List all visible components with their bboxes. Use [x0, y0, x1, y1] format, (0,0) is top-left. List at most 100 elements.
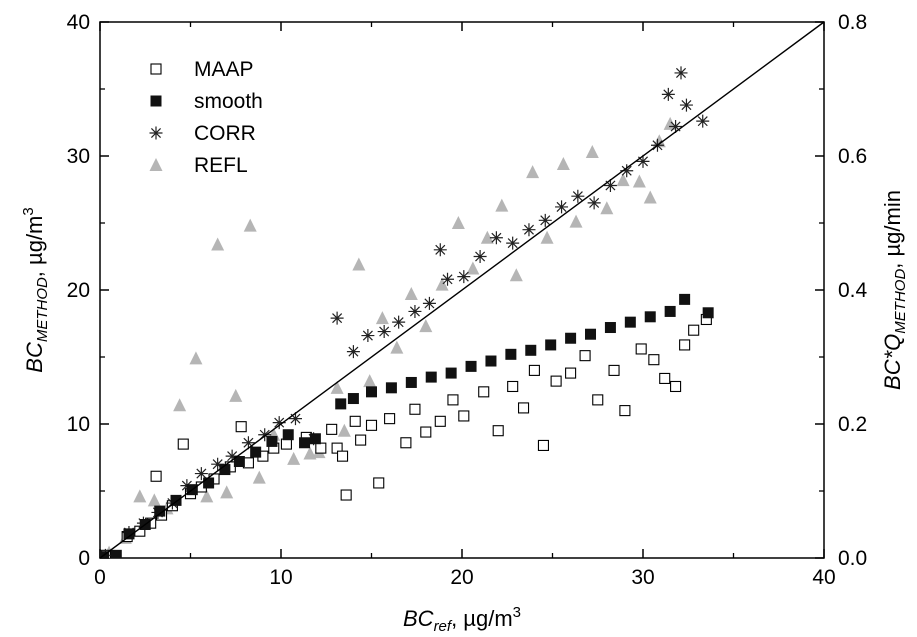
point-maap [340, 489, 352, 501]
point-refl [419, 319, 433, 333]
x-tick-label: 30 [631, 566, 654, 589]
point-maap [336, 450, 349, 462]
point-maap [517, 402, 530, 414]
point-maap [409, 403, 421, 415]
point-smooth [335, 398, 347, 410]
point-maap [688, 324, 700, 336]
x-tick-label: 20 [450, 566, 473, 589]
point-refl [220, 485, 234, 499]
point-maap [434, 415, 446, 427]
axis-ticks [99, 21, 825, 559]
point-corr [661, 87, 675, 101]
point-corr [225, 449, 239, 463]
point-maap [349, 415, 361, 427]
point-corr [288, 412, 302, 426]
point-refl [252, 470, 266, 484]
point-maap [579, 350, 591, 362]
point-corr [620, 164, 634, 178]
point-refl [616, 173, 630, 187]
axis-tick-labels: 0 10 20 30 40 0 0.0 10 0.2 20 0.4 30 0.6 40 0.8 [67, 11, 868, 589]
y-tick-label-right: 0.0 [838, 547, 867, 570]
point-refl [404, 287, 418, 301]
point-corr [346, 345, 360, 359]
point-maap [565, 367, 577, 379]
point-smooth [282, 429, 294, 441]
point-corr [571, 189, 585, 203]
legend: MAAP smooth CORR REFL [149, 58, 263, 177]
point-refl [643, 190, 657, 204]
point-smooth [465, 360, 477, 372]
point-smooth [664, 305, 676, 317]
point-refl [451, 216, 465, 229]
point-maap [315, 442, 327, 454]
point-corr [361, 329, 375, 343]
legend-label-refl: REFL [194, 154, 248, 177]
legend-marker-maap [150, 63, 162, 75]
point-corr [441, 272, 455, 286]
y-tick-label-left: 40 [67, 11, 90, 34]
point-corr [489, 231, 503, 245]
legend-marker-smooth [150, 95, 162, 107]
point-refl [189, 351, 203, 365]
point-refl [495, 198, 509, 212]
point-corr [241, 436, 255, 450]
point-refl [211, 237, 225, 251]
point-corr [555, 200, 569, 214]
legend-marker-corr [149, 126, 163, 140]
point-corr [408, 304, 422, 318]
point-maap [150, 470, 162, 482]
point-maap [420, 426, 432, 438]
point-corr [258, 428, 272, 442]
point-refl [200, 489, 214, 503]
point-corr [506, 236, 520, 250]
point-maap [447, 394, 459, 406]
point-corr [457, 270, 471, 284]
point-smooth [266, 435, 278, 447]
point-refl [243, 218, 257, 232]
point-smooth [110, 549, 122, 558]
point-smooth [565, 332, 577, 344]
point-smooth [385, 382, 397, 394]
point-refl [337, 423, 351, 437]
point-corr [272, 416, 286, 430]
y-tick-label-right: 0.2 [838, 413, 867, 436]
point-maap [235, 421, 247, 433]
point-maap [659, 372, 671, 384]
point-corr [696, 114, 710, 128]
point-refl [330, 380, 344, 394]
series-smooth [100, 293, 714, 558]
point-smooth [585, 328, 597, 340]
point-refl [390, 340, 404, 354]
point-maap [635, 343, 647, 355]
point-maap [400, 437, 412, 449]
data-points [100, 66, 714, 558]
point-maap [478, 386, 490, 398]
point-refl [466, 261, 480, 275]
x-tick-label: 0 [94, 566, 106, 589]
point-refl [133, 489, 147, 503]
point-smooth [624, 316, 636, 328]
legend-marker-refl [149, 158, 163, 171]
point-corr [636, 154, 650, 168]
point-smooth [679, 293, 691, 305]
point-refl [352, 257, 366, 271]
point-refl [556, 157, 570, 171]
legend-label-maap: MAAP [194, 58, 254, 81]
series-corr [100, 66, 710, 558]
point-corr [674, 66, 688, 80]
point-corr [377, 325, 391, 339]
point-maap [365, 419, 378, 431]
point-smooth [445, 367, 457, 379]
point-refl [375, 311, 389, 325]
point-maap [507, 380, 519, 393]
one-to-one-line [99, 21, 825, 559]
point-smooth [405, 376, 417, 388]
x-tick-label: 10 [269, 566, 292, 589]
point-smooth [604, 322, 616, 334]
point-refl [569, 214, 583, 228]
point-corr [433, 243, 447, 257]
point-smooth [525, 344, 537, 356]
point-maap [280, 438, 292, 450]
point-corr [522, 223, 536, 237]
point-corr [194, 467, 208, 481]
